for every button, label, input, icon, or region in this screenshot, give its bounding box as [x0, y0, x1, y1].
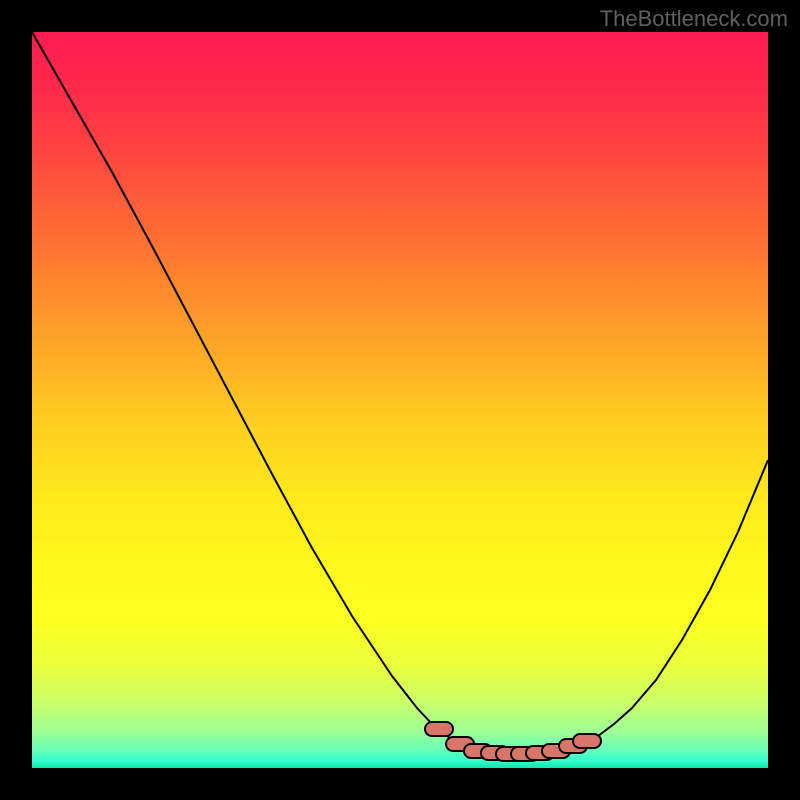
marker-point — [573, 734, 601, 748]
bottleneck-chart — [32, 32, 768, 768]
watermark-text: TheBottleneck.com — [600, 6, 788, 32]
gradient-rect — [32, 32, 768, 768]
marker-point — [425, 722, 453, 736]
